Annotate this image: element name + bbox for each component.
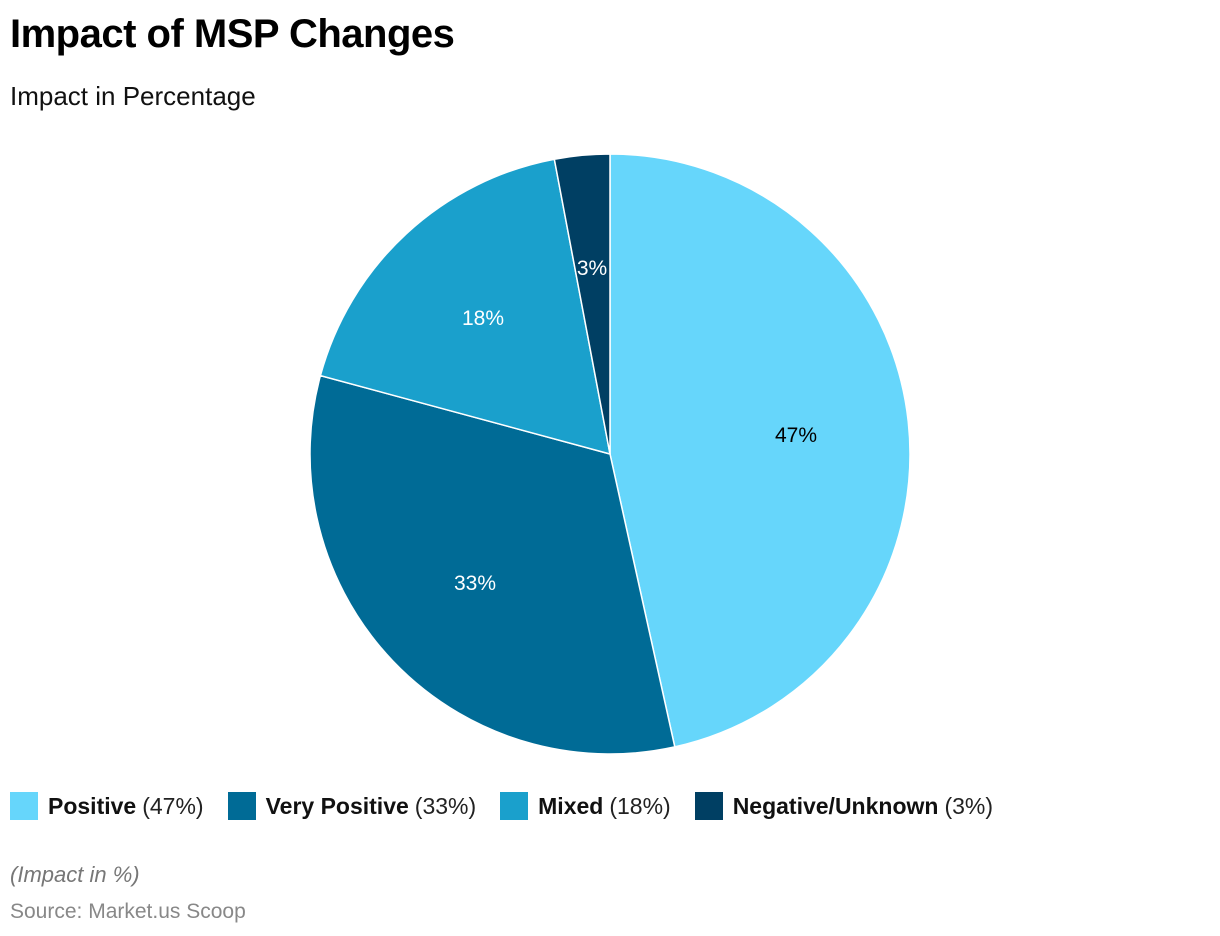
legend-label: Negative/Unknown bbox=[732, 792, 939, 819]
swatch-positive bbox=[10, 792, 38, 820]
legend-item-negative-unknown[interactable]: Negative/Unknown (3%) bbox=[694, 792, 994, 820]
slice-label-negative-unknown: 3% bbox=[577, 257, 607, 280]
slice-label-mixed: 18% bbox=[462, 307, 504, 330]
legend-value: (47%) bbox=[142, 792, 204, 819]
slice-label-positive: 47% bbox=[775, 424, 817, 447]
legend-label: Mixed bbox=[538, 792, 604, 819]
pie-slice-positive[interactable] bbox=[609, 153, 911, 748]
legend-label: Positive bbox=[48, 792, 137, 819]
swatch-very-positive bbox=[227, 792, 256, 820]
pie-slice-negative-unknown[interactable] bbox=[553, 153, 611, 455]
legend-value: (3%) bbox=[944, 792, 994, 819]
pie-labels: 47% 33% 18% 3% bbox=[454, 257, 817, 595]
pie-chart: 47% 33% 18% 3% bbox=[309, 153, 911, 755]
legend-item-very-positive[interactable]: Very Positive (33%) bbox=[227, 792, 477, 820]
chart-source: Source: Market.us Scoop bbox=[10, 900, 246, 923]
chart-title: Impact of MSP Changes bbox=[10, 12, 455, 56]
chart-subtitle: Impact in Percentage bbox=[10, 81, 256, 111]
pie-slice-mixed[interactable] bbox=[319, 158, 611, 456]
legend-item-mixed[interactable]: Mixed (18%) bbox=[500, 792, 671, 820]
legend-value: (33%) bbox=[414, 792, 477, 819]
legend-value: (18%) bbox=[609, 792, 671, 819]
slice-label-very-positive: 33% bbox=[454, 572, 496, 595]
legend-label: Very Positive bbox=[265, 792, 409, 819]
chart-note: (Impact in %) bbox=[10, 862, 140, 887]
pie-slices bbox=[309, 153, 911, 755]
swatch-mixed bbox=[500, 792, 529, 820]
pie-slice-very-positive[interactable] bbox=[309, 374, 676, 755]
swatch-negative-unknown bbox=[694, 792, 723, 820]
legend-item-positive[interactable]: Positive (47%) bbox=[10, 792, 204, 820]
legend: Positive (47%) Very Positive (33%) Mixed… bbox=[10, 792, 1017, 820]
